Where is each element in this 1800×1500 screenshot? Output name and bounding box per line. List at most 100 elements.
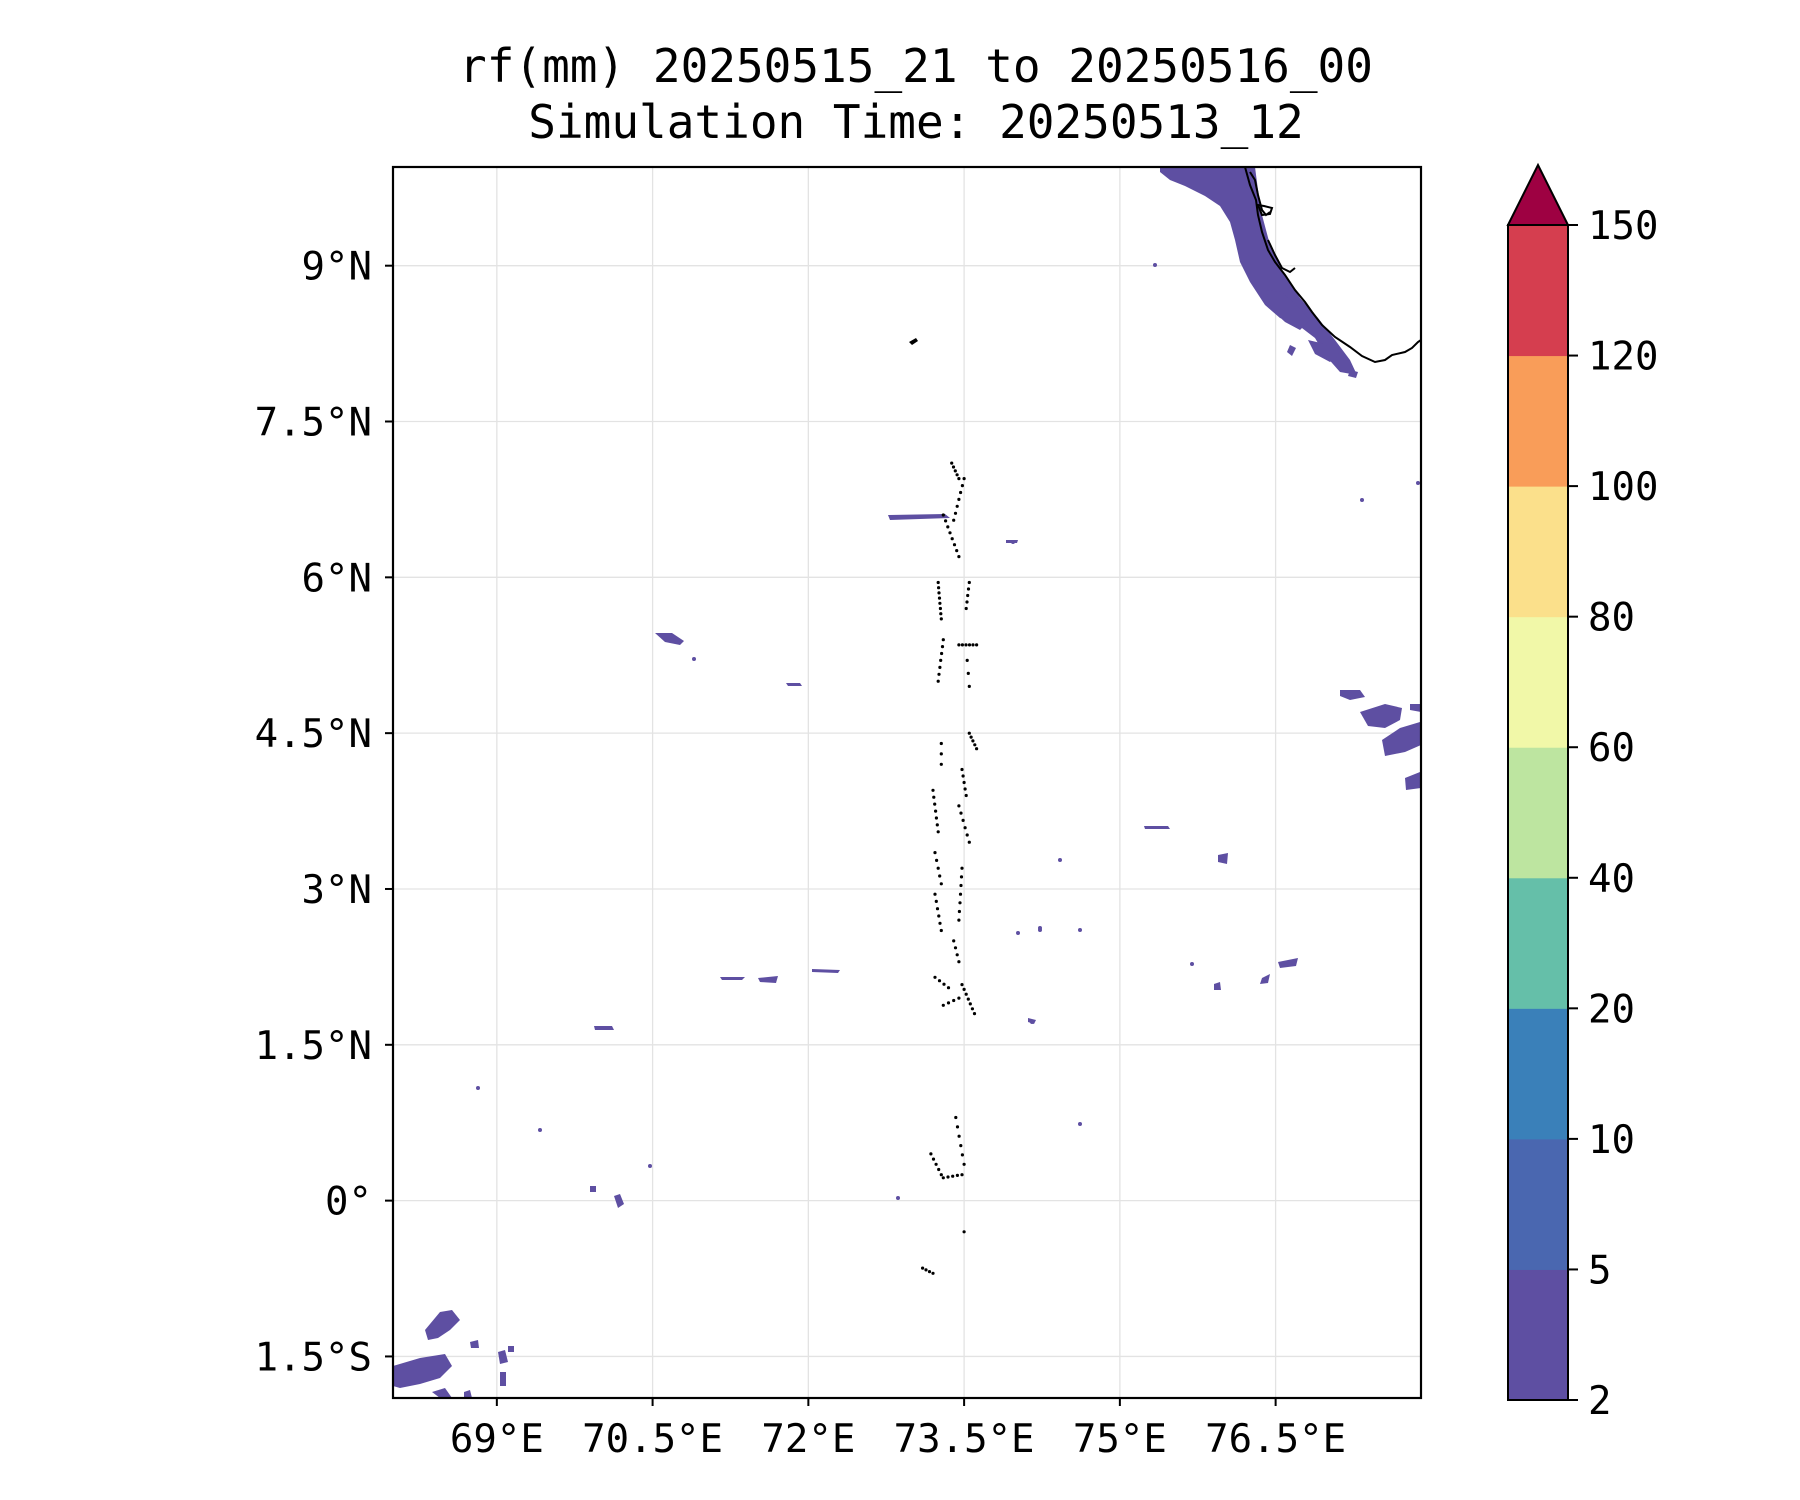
rain-patch-kerala-dot	[1348, 370, 1358, 378]
atoll-islet-68	[936, 830, 940, 834]
rain-speck-4	[1011, 540, 1015, 544]
x-tick-label-1: 70.5°E	[582, 1417, 723, 1462]
atoll-islet-19	[957, 555, 961, 559]
plot-background	[393, 167, 1421, 1398]
colorbar-segment-5	[1508, 616, 1568, 748]
atoll-islet-22	[937, 591, 941, 595]
atoll-islet-54	[939, 741, 943, 746]
atoll-islet-35	[940, 651, 944, 656]
atoll-islet-88	[934, 899, 938, 904]
atoll-islet-65	[934, 809, 938, 813]
rain-patch-kerala-coast	[1160, 167, 1357, 375]
map-title-line2: Simulation Time: 20250513_12	[528, 95, 1303, 149]
atoll-islet-132	[962, 1230, 966, 1234]
atoll-islet-121	[937, 1167, 941, 1172]
atoll-islet-7	[959, 490, 963, 495]
rain-patch-south-2	[614, 1194, 624, 1208]
atoll-islet-6	[960, 484, 965, 488]
atoll-islet-23	[937, 596, 942, 600]
atoll-islet-37	[938, 665, 942, 670]
atoll-islet-126	[955, 1173, 960, 1177]
colorbar-segment-1	[1508, 1138, 1568, 1270]
rain-patch-sw-1	[393, 1354, 452, 1388]
rain-patch-south-1	[590, 1186, 596, 1192]
rain-speck-13	[1190, 962, 1194, 966]
atoll-islet-112	[954, 1115, 958, 1120]
atoll-islet-60	[963, 787, 967, 791]
kerala-inlet	[1267, 239, 1296, 274]
island-lakshadweep	[909, 338, 918, 345]
atoll-islet-61	[964, 793, 968, 798]
atoll-islet-122	[939, 1173, 943, 1177]
atoll-islet-53	[975, 747, 979, 751]
rain-patch-sw-5	[498, 1350, 508, 1364]
x-tick-label-2: 72°E	[761, 1417, 855, 1462]
y-tick-label-2: 6°N	[302, 556, 372, 601]
rain-patch-mid-3	[720, 977, 745, 980]
rain-patch-east-1	[1340, 690, 1365, 700]
atoll-islet-106	[970, 1007, 975, 1011]
atoll-islet-114	[957, 1134, 961, 1138]
rain-speck-1	[1153, 263, 1157, 267]
rain-patch-sw-4	[470, 1340, 479, 1348]
atoll-islet-97	[933, 975, 937, 979]
india-coastline	[1244, 167, 1421, 364]
atoll-islet-25	[938, 606, 943, 611]
atoll-islet-124	[946, 1175, 950, 1179]
atoll-islet-73	[965, 833, 969, 837]
rain-patch-sw-7	[464, 1390, 472, 1398]
colorbar-label-3: 20	[1588, 987, 1635, 1032]
atoll-islet-36	[939, 658, 943, 663]
atoll-islet-125	[951, 1174, 955, 1178]
gridlines	[393, 167, 1421, 1398]
rain-patch-east-4	[1405, 772, 1421, 790]
atoll-islet-11	[952, 518, 956, 522]
y-tick-label-4: 3°N	[302, 868, 372, 913]
rain-speck-9	[648, 1164, 652, 1168]
atoll-islet-59	[962, 780, 966, 785]
colorbar: 2 5 10 20 40 60 80 100 120 150	[1506, 162, 1658, 1424]
atoll-islet-75	[933, 851, 937, 855]
atoll-islet-10	[953, 511, 958, 515]
colorbar-label-2: 10	[1588, 1118, 1635, 1163]
atoll-islet-83	[958, 892, 963, 896]
atoll-islet-130	[927, 1270, 932, 1274]
y-tick-label-1: 7.5°N	[255, 401, 372, 446]
atoll-islet-13	[944, 519, 948, 523]
atoll-islet-17	[952, 543, 957, 547]
rain-speck-14	[1078, 928, 1082, 932]
atoll-islet-69	[957, 804, 961, 808]
x-axis: 69°E 70.5°E 72°E 73.5°E 75°E 76.5°E	[450, 1398, 1346, 1462]
colorbar-label-4: 40	[1588, 857, 1635, 902]
atoll-islet-21	[937, 586, 941, 590]
atoll-islet-113	[955, 1125, 960, 1129]
x-tick-label-4: 75°E	[1073, 1417, 1167, 1462]
atoll-islet-79	[939, 882, 943, 886]
atoll-islet-58	[961, 774, 965, 778]
rain-speck-16	[1038, 928, 1042, 932]
atoll-islet-20	[936, 580, 940, 585]
rain-patch-kerala-small-2	[1308, 340, 1340, 362]
rain-patch-west-2	[786, 683, 802, 686]
atoll-islet-64	[933, 802, 937, 806]
atoll-islet-18	[955, 549, 959, 553]
colorbar-label-8: 120	[1588, 335, 1658, 380]
x-tick-label-0: 69°E	[450, 1417, 544, 1462]
atoll-islet-33	[941, 638, 945, 642]
y-tick-label-7: 1.5°S	[255, 1335, 372, 1380]
atoll-islet-30	[966, 593, 970, 598]
atoll-islet-48	[967, 684, 971, 689]
atoll-islet-42	[964, 643, 968, 647]
atoll-islet-41	[960, 643, 965, 647]
atoll-islet-39	[936, 679, 940, 683]
rain-speck-3	[1416, 481, 1420, 485]
y-tick-label-5: 1.5°N	[255, 1024, 372, 1069]
colorbar-segment-7	[1508, 355, 1568, 487]
atoll-islet-0	[950, 461, 954, 465]
rain-patch-mid-2	[1218, 853, 1228, 864]
atoll-islet-129	[924, 1268, 928, 1272]
rain-patch-mid-4	[758, 976, 778, 983]
atoll-islet-8	[957, 497, 961, 501]
atoll-islet-115	[959, 1144, 963, 1148]
atoll-islet-57	[960, 767, 964, 772]
